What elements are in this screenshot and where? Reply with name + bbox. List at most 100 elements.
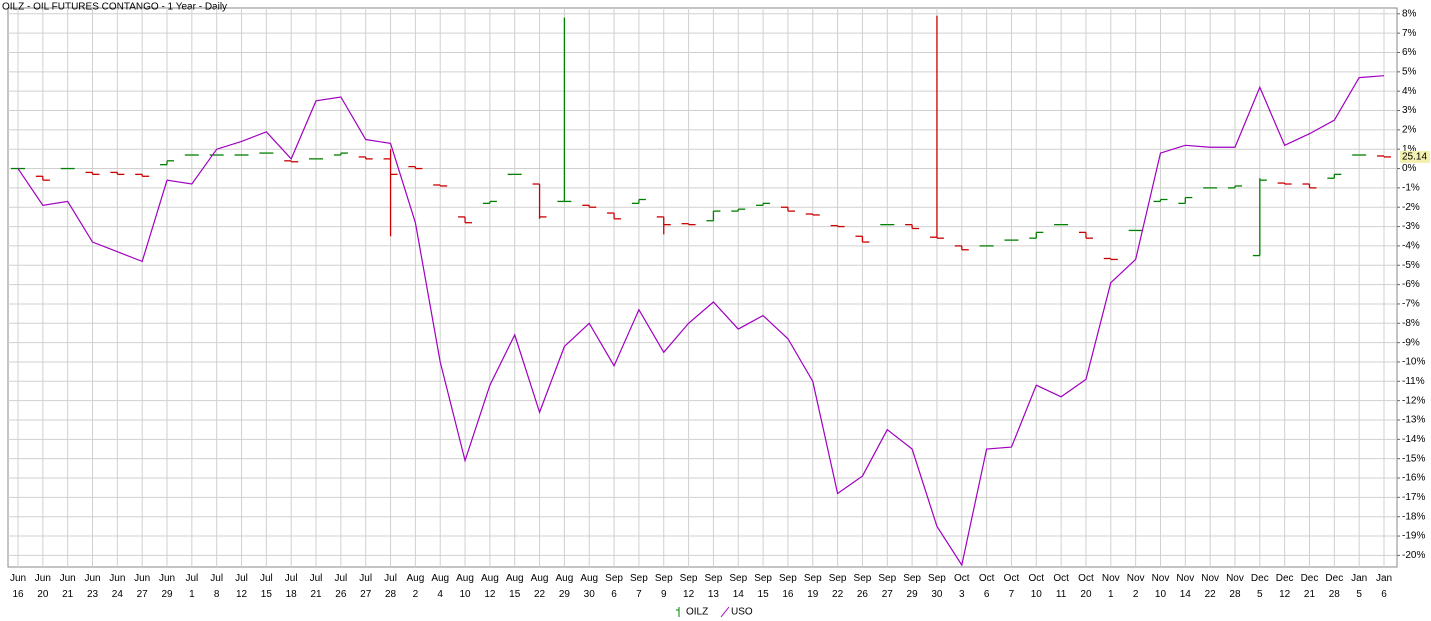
- x-tick-month: Dec: [1251, 573, 1269, 584]
- x-tick-month: Jul: [334, 573, 347, 584]
- y-tick-label: -5%: [1402, 260, 1420, 271]
- x-tick-label: Jul 8: [210, 573, 223, 600]
- ohlc-bar: [433, 184, 448, 187]
- x-tick-label: Sep 29: [903, 573, 921, 600]
- x-tick-day: 14: [1180, 589, 1192, 600]
- x-tick-month: Aug: [556, 573, 574, 584]
- ohlc-bar: [1029, 231, 1044, 239]
- ohlc-bar: [532, 183, 547, 219]
- x-tick-label: Dec 5: [1251, 573, 1269, 600]
- ohlc-bar: [830, 224, 845, 228]
- ohlc-bar: [656, 216, 671, 235]
- y-tick-label: -19%: [1402, 531, 1425, 542]
- y-tick-label: -8%: [1402, 318, 1420, 329]
- legend-icon: [720, 606, 730, 618]
- y-tick-label: -4%: [1402, 241, 1420, 252]
- x-tick-label: Jul 21: [310, 573, 323, 600]
- x-tick-label: Sep 26: [854, 573, 872, 600]
- x-tick-day: 10: [1155, 589, 1167, 600]
- x-tick-day: 18: [286, 589, 298, 600]
- y-tick-label: -14%: [1402, 434, 1425, 445]
- x-tick-label: Nov 1: [1102, 573, 1120, 600]
- x-tick-label: Oct 6: [979, 573, 995, 600]
- x-tick-month: Aug: [431, 573, 449, 584]
- chart-title: OILZ - OIL FUTURES CONTANGO - 1 Year - D…: [2, 2, 227, 13]
- ohlc-bar: [1302, 183, 1317, 189]
- y-tick-label: -16%: [1402, 473, 1425, 484]
- x-tick-month: Nov: [1201, 573, 1219, 584]
- x-tick-label: Jun 20: [35, 573, 51, 600]
- x-tick-day: 10: [459, 589, 471, 600]
- x-tick-day: 7: [636, 589, 642, 600]
- x-tick-label: Jul 28: [384, 573, 397, 600]
- x-tick-month: Nov: [1176, 573, 1194, 584]
- x-tick-month: Jun: [10, 573, 26, 584]
- x-tick-day: 6: [984, 589, 990, 600]
- x-tick-month: Jul: [185, 573, 198, 584]
- x-tick-month: Aug: [456, 573, 474, 584]
- x-tick-month: Aug: [580, 573, 598, 584]
- x-tick-month: Jul: [384, 573, 397, 584]
- x-tick-day: 7: [1009, 589, 1015, 600]
- x-tick-month: Oct: [1078, 573, 1094, 584]
- x-tick-month: Jun: [84, 573, 100, 584]
- ohlc-bar: [681, 223, 696, 226]
- x-tick-month: Dec: [1301, 573, 1319, 584]
- y-tick-label: -9%: [1402, 337, 1420, 348]
- x-tick-label: Nov 2: [1127, 573, 1145, 600]
- x-tick-month: Jun: [134, 573, 150, 584]
- ohlc-bar: [855, 235, 870, 243]
- x-tick-label: Aug 10: [456, 573, 474, 600]
- x-tick-month: Oct: [979, 573, 995, 584]
- x-tick-label: Aug 12: [481, 573, 499, 600]
- ohlc-bar: [1227, 185, 1242, 189]
- x-tick-day: 20: [37, 589, 49, 600]
- ohlc-bar: [929, 15, 944, 239]
- x-tick-day: 13: [708, 589, 720, 600]
- x-tick-label: Oct 10: [1029, 573, 1045, 600]
- y-tick-label: -12%: [1402, 395, 1425, 406]
- x-tick-month: Oct: [1029, 573, 1045, 584]
- y-tick-label: -11%: [1402, 376, 1425, 387]
- x-tick-day: 14: [733, 589, 745, 600]
- x-tick-label: Oct 7: [1004, 573, 1020, 600]
- x-tick-month: Jan: [1376, 573, 1392, 584]
- ohlc-bar: [110, 171, 125, 175]
- last-price-label: 25.14: [1402, 152, 1427, 163]
- ohlc-bar: [1377, 155, 1391, 158]
- x-tick-label: Jul 15: [260, 573, 273, 600]
- x-tick-month: Sep: [928, 573, 946, 584]
- x-tick-label: Jul 12: [235, 573, 248, 600]
- x-tick-day: 28: [1229, 589, 1241, 600]
- ohlc-bar: [383, 149, 398, 237]
- x-tick-day: 5: [1356, 589, 1362, 600]
- x-tick-label: Dec 28: [1325, 573, 1343, 600]
- x-tick-day: 30: [931, 589, 943, 600]
- x-tick-month: Aug: [406, 573, 424, 584]
- x-tick-label: Sep 9: [655, 573, 673, 600]
- x-tick-label: Jun 24: [109, 573, 125, 600]
- x-tick-month: Oct: [954, 573, 970, 584]
- x-tick-label: Aug 30: [580, 573, 598, 600]
- x-tick-day: 21: [1304, 589, 1316, 600]
- x-tick-month: Dec: [1276, 573, 1294, 584]
- y-tick-label: 1%: [1402, 144, 1417, 155]
- x-tick-month: Jun: [109, 573, 125, 584]
- x-tick-day: 29: [559, 589, 571, 600]
- x-tick-month: Dec: [1325, 573, 1343, 584]
- ohlc-bar: [284, 160, 299, 163]
- x-tick-month: Sep: [655, 573, 673, 584]
- y-tick-label: 0%: [1402, 163, 1417, 174]
- x-tick-day: 16: [782, 589, 794, 600]
- y-tick-label: -18%: [1402, 511, 1425, 522]
- x-tick-day: 4: [437, 589, 443, 600]
- x-tick-label: Sep 19: [804, 573, 822, 600]
- x-tick-day: 10: [1031, 589, 1043, 600]
- y-tick-label: -10%: [1402, 357, 1425, 368]
- ohlc-bar: [408, 165, 423, 170]
- x-tick-day: 21: [310, 589, 322, 600]
- x-tick-label: Sep 12: [680, 573, 698, 600]
- y-tick-label: -15%: [1402, 453, 1425, 464]
- x-tick-day: 19: [807, 589, 819, 600]
